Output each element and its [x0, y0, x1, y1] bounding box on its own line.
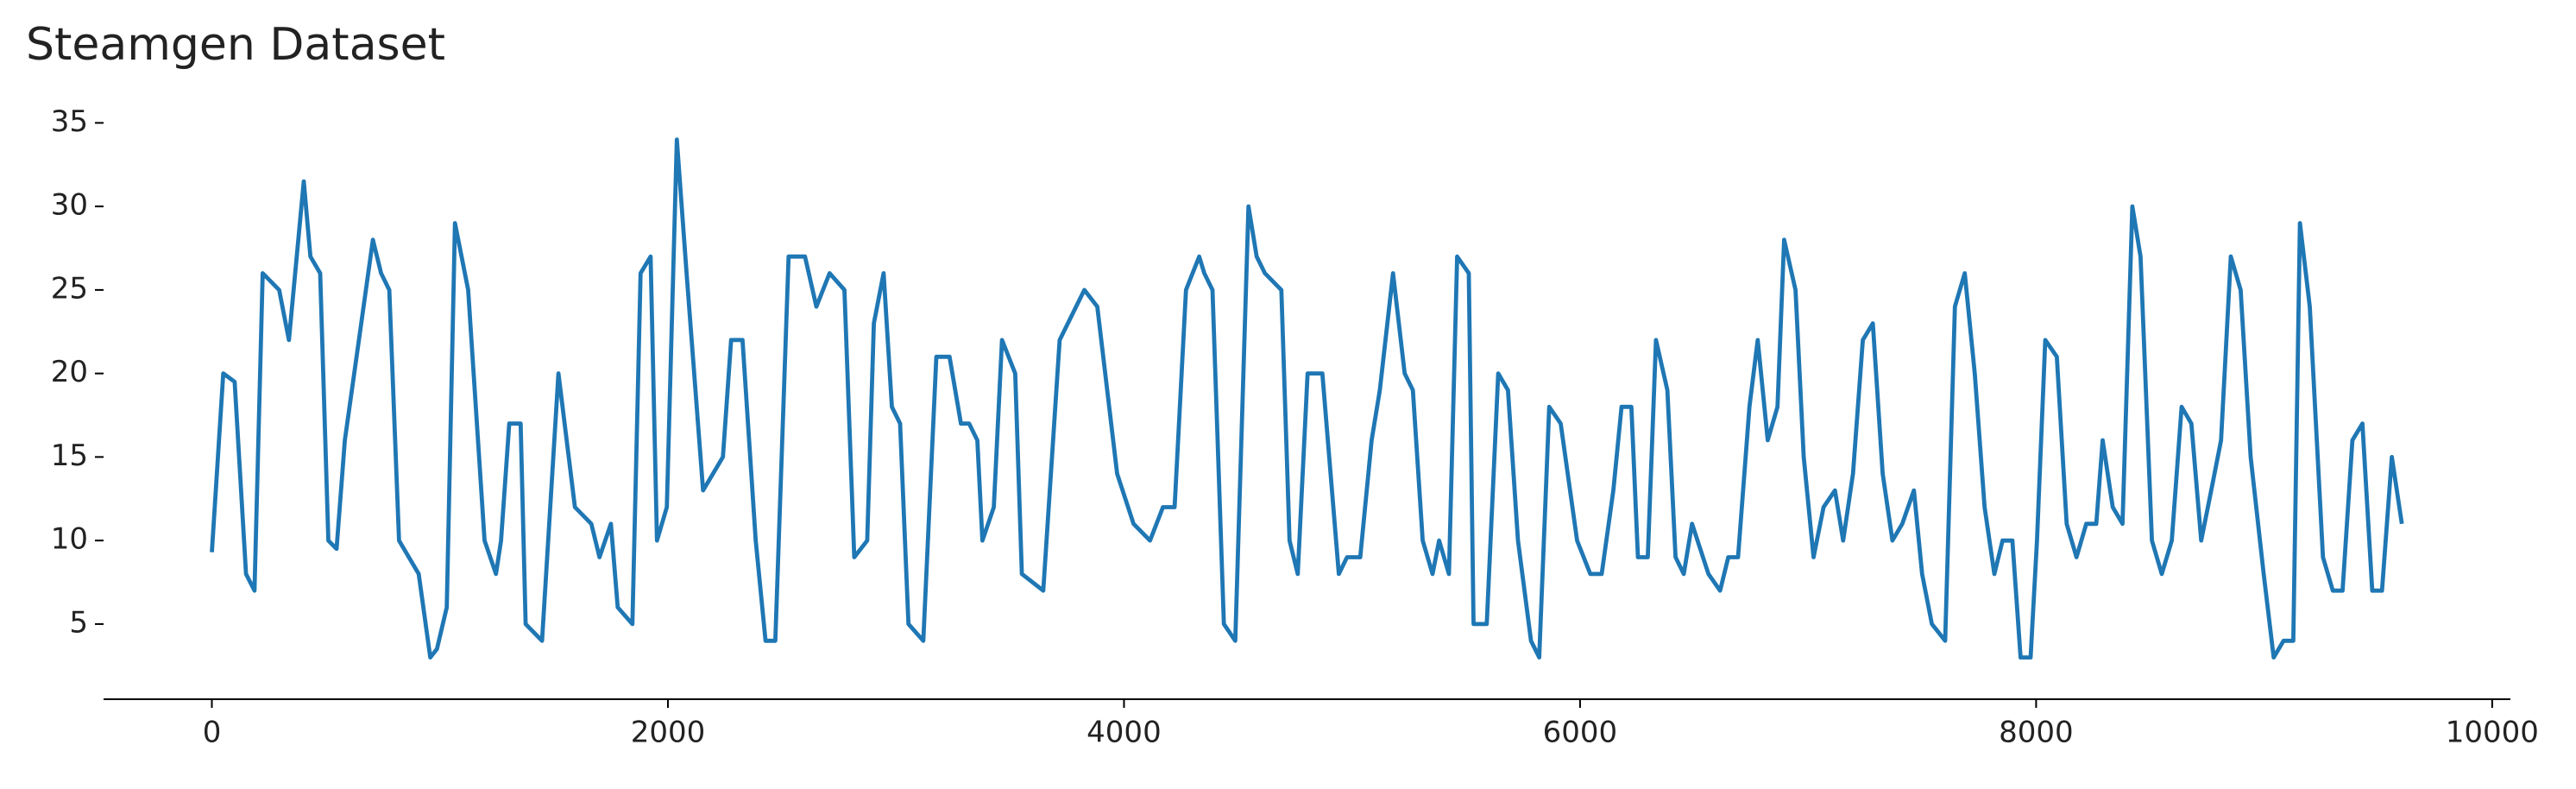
chart-title: Steamgen Dataset — [26, 19, 445, 71]
y-tick-label: 10 — [51, 522, 88, 557]
y-tick-label: 5 — [69, 605, 88, 640]
y-tick-label: 25 — [51, 271, 88, 306]
y-tick-label: 20 — [51, 355, 88, 389]
y-tick-label: 35 — [51, 104, 88, 139]
x-tick-label: 8000 — [1999, 716, 2074, 750]
y-tick-label: 30 — [51, 188, 88, 223]
data-line — [210, 137, 2404, 660]
x-tick-label: 4000 — [1086, 716, 1162, 750]
y-tick-label: 15 — [51, 439, 88, 473]
x-tick-label: 10000 — [2446, 716, 2539, 750]
x-tick-label: 6000 — [1543, 716, 1618, 750]
x-tick-label: 0 — [203, 716, 222, 750]
x-tick-label: 2000 — [631, 716, 706, 750]
